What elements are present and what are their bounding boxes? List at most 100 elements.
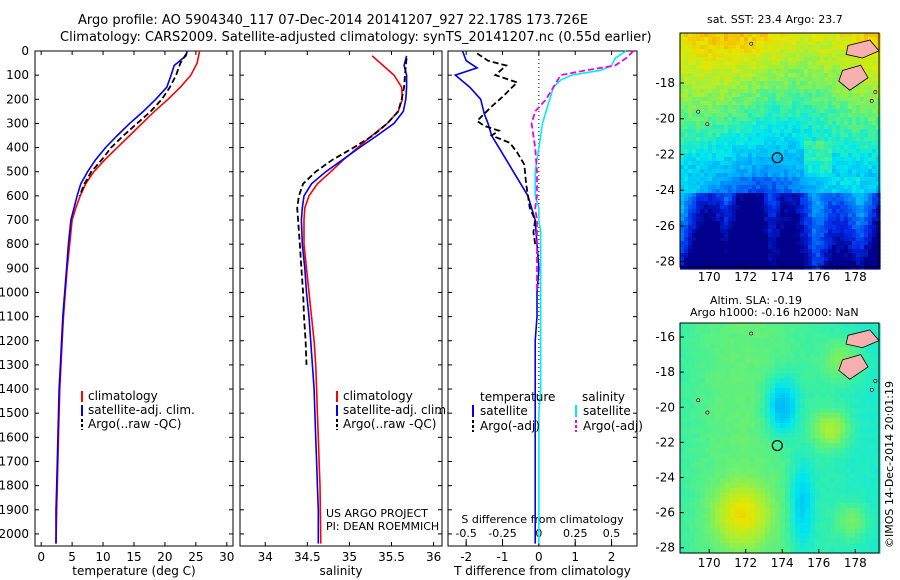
map-cell <box>810 408 816 414</box>
map-cell <box>685 408 691 414</box>
map-cell <box>845 328 851 334</box>
map-cell <box>836 77 841 82</box>
map-cell <box>735 353 741 359</box>
map-cell <box>876 197 881 202</box>
map-cell <box>684 69 689 74</box>
map-cell <box>804 177 809 182</box>
map-cell <box>872 149 877 154</box>
map-cell <box>848 145 853 150</box>
map-cell <box>760 453 766 459</box>
map-cell <box>795 413 801 419</box>
map-cell <box>872 125 877 130</box>
map-cell <box>700 358 706 364</box>
map-cell <box>860 458 866 464</box>
map-cell <box>868 57 873 62</box>
map-cell <box>712 213 717 218</box>
map-cell <box>708 69 713 74</box>
map-cell <box>808 73 813 78</box>
map-cell <box>745 398 751 404</box>
map-cell <box>764 181 769 186</box>
map-cell <box>755 343 761 349</box>
map-cell <box>812 81 817 86</box>
map-cell <box>716 213 721 218</box>
map-cell <box>796 73 801 78</box>
map-cell <box>832 257 837 262</box>
map-cell <box>720 257 725 262</box>
map-cell <box>876 77 881 82</box>
map-cell <box>684 93 689 98</box>
map-cell <box>820 157 825 162</box>
map-cell <box>684 41 689 46</box>
map-cell <box>840 503 846 509</box>
map-cell <box>815 323 821 329</box>
map-cell <box>836 97 841 102</box>
map-cell <box>708 237 713 242</box>
map-cell <box>708 169 713 174</box>
map-cell <box>816 201 821 206</box>
map-cell <box>864 177 869 182</box>
map-cell <box>684 189 689 194</box>
map-cell <box>744 117 749 122</box>
map-cell <box>840 493 846 499</box>
map-cell <box>752 205 757 210</box>
map-cell <box>750 518 756 524</box>
map-cell <box>850 458 856 464</box>
map-cell <box>776 53 781 58</box>
map-cell <box>700 413 706 419</box>
map-cell <box>775 538 781 544</box>
map-cell <box>700 408 706 414</box>
map-cell <box>732 149 737 154</box>
map-cell <box>840 189 845 194</box>
map-cell <box>732 217 737 222</box>
map-cell <box>872 129 877 134</box>
map-cell <box>760 41 765 46</box>
map-cell <box>728 129 733 134</box>
map-cell <box>750 438 756 444</box>
map-cell <box>860 113 865 118</box>
map-cell <box>825 378 831 384</box>
map-cell <box>840 468 846 474</box>
map-cell <box>752 41 757 46</box>
map-cell <box>870 368 876 374</box>
map-cell <box>872 245 877 250</box>
map-cell <box>756 89 761 94</box>
map-cell <box>692 73 697 78</box>
map-cell <box>860 408 866 414</box>
map-cell <box>860 197 865 202</box>
map-cell <box>840 518 846 524</box>
map-cell <box>785 533 791 539</box>
map-cell <box>840 217 845 222</box>
map-cell <box>790 518 796 524</box>
map-cell <box>745 328 751 334</box>
map-cell <box>844 89 849 94</box>
map-cell <box>724 85 729 90</box>
map-cell <box>788 105 793 110</box>
map-cell <box>730 533 736 539</box>
map-cell <box>856 257 861 262</box>
map-cell <box>716 169 721 174</box>
map-cell <box>750 368 756 374</box>
map-cell <box>820 73 825 78</box>
map-cell <box>860 403 866 409</box>
map-cell <box>780 129 785 134</box>
map-cell <box>828 61 833 66</box>
map-cell <box>800 518 806 524</box>
map-cell <box>784 261 789 266</box>
map-cell <box>850 408 856 414</box>
map-cell <box>870 448 876 454</box>
map-cell <box>848 97 853 102</box>
map-cell <box>860 181 865 186</box>
map-cell <box>875 418 881 424</box>
map-cell <box>860 249 865 254</box>
map-cell <box>804 65 809 70</box>
map-cell <box>876 137 881 142</box>
map-cell <box>868 225 873 230</box>
map-cell <box>816 73 821 78</box>
map-cell <box>856 217 861 222</box>
map-cell <box>784 165 789 170</box>
map-cell <box>788 61 793 66</box>
map-cell <box>685 513 691 519</box>
map-cell <box>792 225 797 230</box>
map-cell <box>800 343 806 349</box>
map-cell <box>728 49 733 54</box>
